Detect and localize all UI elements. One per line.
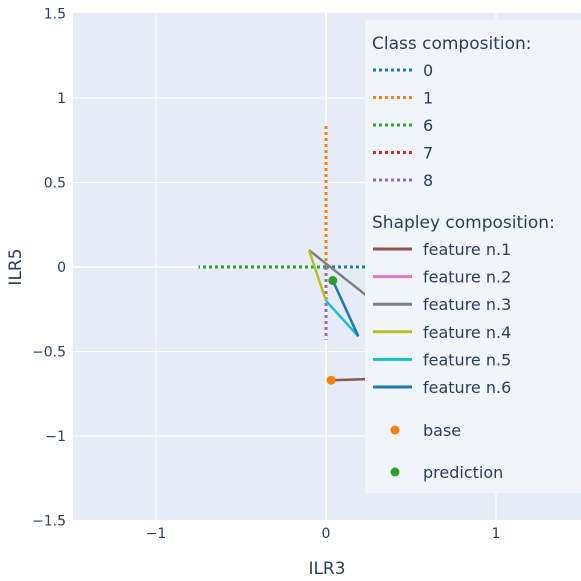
legend-class-label-8: 8 bbox=[423, 171, 433, 190]
y-tick-label: −0.5 bbox=[32, 345, 66, 361]
y-axis-title: ILR5 bbox=[6, 248, 26, 285]
legend-class-label-1: 1 bbox=[423, 89, 433, 108]
shapley-line-4 bbox=[307, 249, 328, 302]
shapley-line-5 bbox=[325, 299, 360, 338]
legend-class-label-7: 7 bbox=[423, 144, 433, 163]
y-tick-label: −1 bbox=[45, 429, 66, 445]
legend-class-label-0: 0 bbox=[423, 61, 433, 80]
legend-shapley-label-6: feature n.6 bbox=[423, 378, 511, 397]
x-tick-label: 1 bbox=[492, 526, 501, 542]
shapley-legend-items: feature n.1 feature n.2 feature n.3 feature… bbox=[373, 240, 511, 397]
points-group bbox=[326, 276, 338, 385]
x-axis-title: ILR3 bbox=[308, 559, 345, 579]
y-tick-label: 1.5 bbox=[44, 7, 66, 23]
legend-class-label-6: 6 bbox=[423, 116, 433, 135]
y-tick-label: −1.5 bbox=[32, 514, 66, 530]
class-legend-items: 0 1 6 7 8 bbox=[373, 61, 433, 190]
x-tick-label: −1 bbox=[146, 526, 167, 542]
prediction-point bbox=[328, 276, 338, 286]
legend-prediction-marker bbox=[390, 467, 400, 477]
legend-shapley-label-5: feature n.5 bbox=[423, 350, 511, 369]
legend-prediction-label: prediction bbox=[423, 463, 503, 482]
legend-base-label: base bbox=[423, 421, 461, 440]
y-tick-label: 0 bbox=[57, 260, 66, 276]
class-legend-title: Class composition: bbox=[372, 34, 532, 54]
y-tick-label: 1 bbox=[57, 91, 66, 107]
legend-shapley-label-2: feature n.2 bbox=[423, 268, 511, 287]
point-legend-items: base prediction bbox=[390, 421, 503, 482]
y-tick-label: 0.5 bbox=[44, 176, 66, 192]
legend-shapley-label-1: feature n.1 bbox=[423, 240, 511, 259]
legend-shapley-label-4: feature n.4 bbox=[423, 323, 511, 342]
base-point bbox=[326, 375, 336, 385]
x-tick-labels: −1 0 1 bbox=[146, 526, 501, 542]
shapley-legend-title: Shapley composition: bbox=[372, 213, 555, 233]
x-tick-label: 0 bbox=[322, 526, 331, 542]
class-series-group bbox=[198, 123, 454, 340]
legend-background bbox=[365, 20, 581, 493]
shapley-line-6 bbox=[331, 279, 360, 337]
legend-base-marker bbox=[390, 425, 400, 435]
y-tick-labels: −1.5 −1 −0.5 0 0.5 1 1.5 bbox=[32, 7, 66, 530]
legend[interactable]: Class composition: 0 1 6 7 8 Shapley composi… bbox=[365, 20, 581, 493]
legend-shapley-label-3: feature n.3 bbox=[423, 295, 511, 314]
